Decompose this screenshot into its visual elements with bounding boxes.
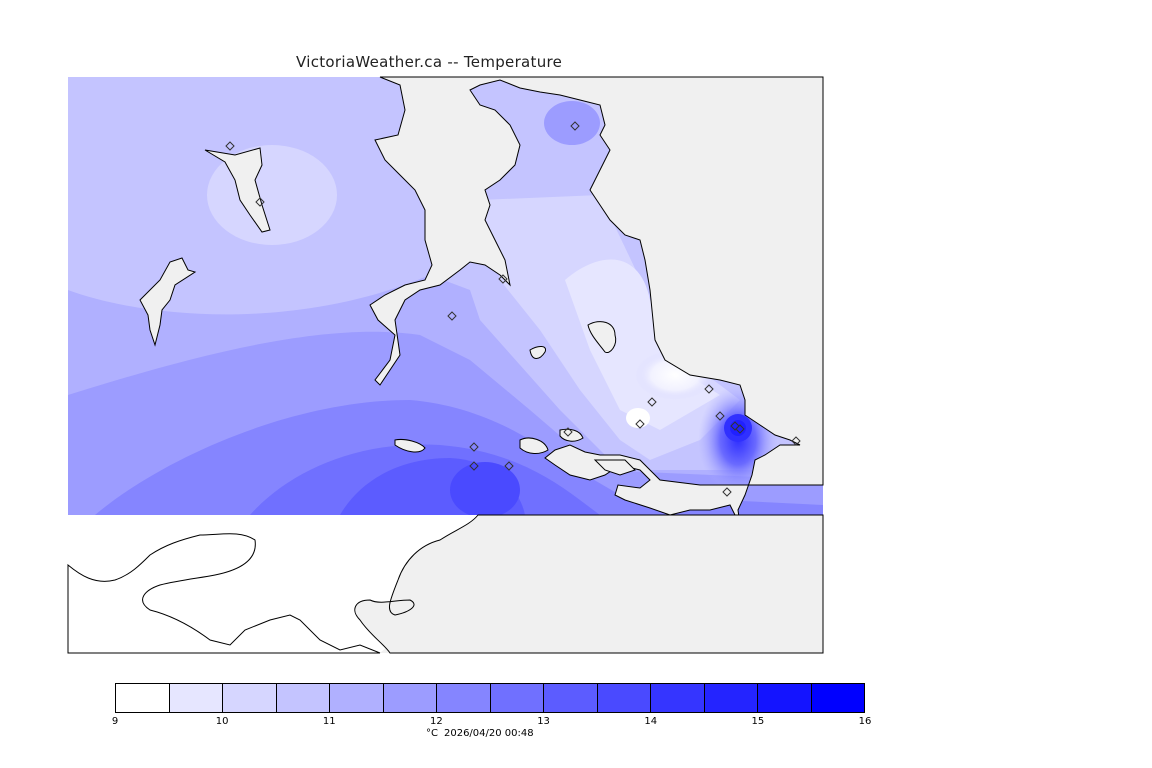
colorbar-swatch xyxy=(116,684,170,712)
colorbar-tick-label: 11 xyxy=(322,716,336,727)
colorbar-tick-label: 15 xyxy=(751,716,765,727)
diamond-icon xyxy=(715,411,725,421)
diamond-icon xyxy=(722,487,732,497)
map-title: VictoriaWeather.ca -- Temperature xyxy=(296,53,563,71)
timestamp: 2026/04/20 00:48 xyxy=(443,728,534,739)
coast-south xyxy=(354,514,824,654)
colorbar-swatch xyxy=(597,684,651,712)
colorbar-swatch xyxy=(276,684,330,712)
temperature-colorbar xyxy=(115,683,865,713)
diamond-icon xyxy=(635,419,645,429)
colorbar-swatch xyxy=(704,684,758,712)
colorbar-tick-label: 16 xyxy=(858,716,872,727)
colorbar-swatch xyxy=(811,684,864,712)
diamond-icon xyxy=(791,436,801,446)
colorbar-tick-label: 12 xyxy=(430,716,443,727)
colorbar-tick-label: 10 xyxy=(215,716,229,727)
colorbar-tick-label: 14 xyxy=(644,716,658,727)
diamond-icon xyxy=(498,274,508,284)
diamond-icon xyxy=(735,424,745,434)
diamond-icon xyxy=(255,197,265,207)
sidney-island xyxy=(587,321,617,354)
diamond-icon xyxy=(469,442,479,452)
colorbar-swatch xyxy=(330,684,384,712)
colorbar-swatch xyxy=(544,684,598,712)
colorbar-swatch xyxy=(651,684,705,712)
land-overlay xyxy=(67,76,824,654)
colorbar-swatch xyxy=(383,684,437,712)
salt-spring-west xyxy=(204,147,271,233)
gulf-island-west xyxy=(139,257,197,347)
diamond-icon xyxy=(225,141,235,151)
legend-caption: °C 2026/04/20 00:48 xyxy=(426,728,540,739)
colorbar-swatch xyxy=(490,684,544,712)
diamond-icon xyxy=(570,121,580,131)
diamond-icon xyxy=(704,384,714,394)
colorbar-swatch xyxy=(169,684,223,712)
colorbar-tick-label: 9 xyxy=(111,716,119,727)
unit-label: °C xyxy=(426,728,438,739)
colorbar-swatch xyxy=(437,684,491,712)
diamond-icon xyxy=(730,421,740,431)
small-island xyxy=(529,346,547,359)
harbour-spit xyxy=(593,459,636,476)
colorbar-swatch xyxy=(758,684,812,712)
diamond-icon xyxy=(469,461,479,471)
discovery-island xyxy=(394,439,426,453)
bottom-shore xyxy=(67,533,381,654)
diamond-icon xyxy=(647,397,657,407)
colorbar-tick-label: 13 xyxy=(537,716,550,727)
diamond-icon xyxy=(563,427,573,437)
station-markers xyxy=(225,121,801,497)
colorbar-swatch xyxy=(223,684,277,712)
victoria-inlet xyxy=(519,437,549,454)
diamond-icon xyxy=(447,311,457,321)
diamond-icon xyxy=(504,461,514,471)
